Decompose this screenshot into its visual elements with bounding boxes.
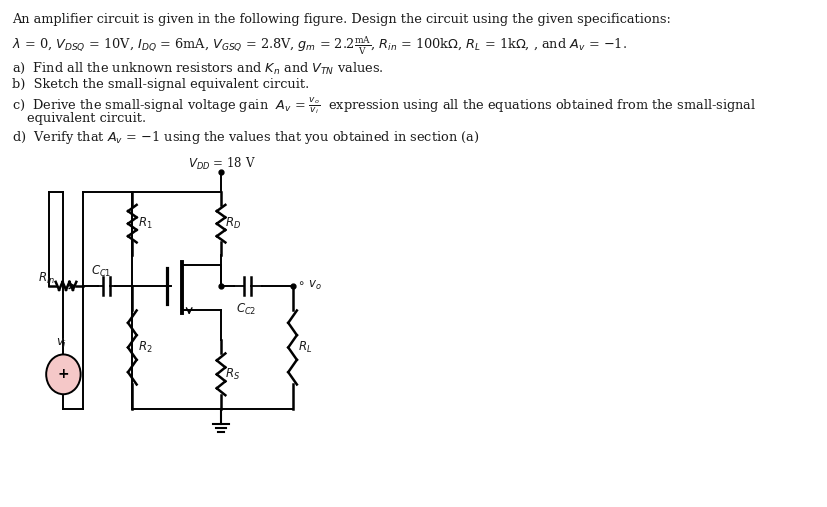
Text: $R_S$: $R_S$ xyxy=(225,367,240,382)
Text: $\lambda$ = 0, $V_{DSQ}$ = 10V, $I_{DQ}$ = 6mA, $V_{GSQ}$ = 2.8V, $g_m$ = 2.2$\m: $\lambda$ = 0, $V_{DSQ}$ = 10V, $I_{DQ}$… xyxy=(12,35,626,57)
Text: $R_L$: $R_L$ xyxy=(298,340,312,355)
Text: $R_2$: $R_2$ xyxy=(137,340,152,355)
Text: $v_i$: $v_i$ xyxy=(56,337,67,350)
Text: c)  Derive the small-signal voltage gain  $A_v$ = $\frac{v_o}{v_i}$  expression : c) Derive the small-signal voltage gain … xyxy=(12,95,755,116)
Text: $R_D$: $R_D$ xyxy=(225,215,241,231)
Text: $C_{C1}$: $C_{C1}$ xyxy=(91,264,112,279)
Text: An amplifier circuit is given in the following figure. Design the circuit using : An amplifier circuit is given in the fol… xyxy=(12,13,670,26)
Text: d)  Verify that $A_v$ = $-$1 using the values that you obtained in section (a): d) Verify that $A_v$ = $-$1 using the va… xyxy=(12,129,479,146)
Text: equivalent circuit.: equivalent circuit. xyxy=(27,112,146,125)
Text: $R_{in}$: $R_{in}$ xyxy=(38,271,55,286)
Text: b)  Sketch the small-signal equivalent circuit.: b) Sketch the small-signal equivalent ci… xyxy=(12,78,308,91)
Text: $R_1$: $R_1$ xyxy=(137,215,152,231)
Circle shape xyxy=(46,354,80,394)
Text: +: + xyxy=(58,368,69,381)
Text: $C_{C2}$: $C_{C2}$ xyxy=(236,302,256,317)
Text: $V_{DD}$ = 18 V: $V_{DD}$ = 18 V xyxy=(188,156,256,172)
Text: a)  Find all the unknown resistors and $K_n$ and $V_{TN}$ values.: a) Find all the unknown resistors and $K… xyxy=(12,61,383,76)
Text: $\circ$ $v_o$: $\circ$ $v_o$ xyxy=(297,279,321,293)
